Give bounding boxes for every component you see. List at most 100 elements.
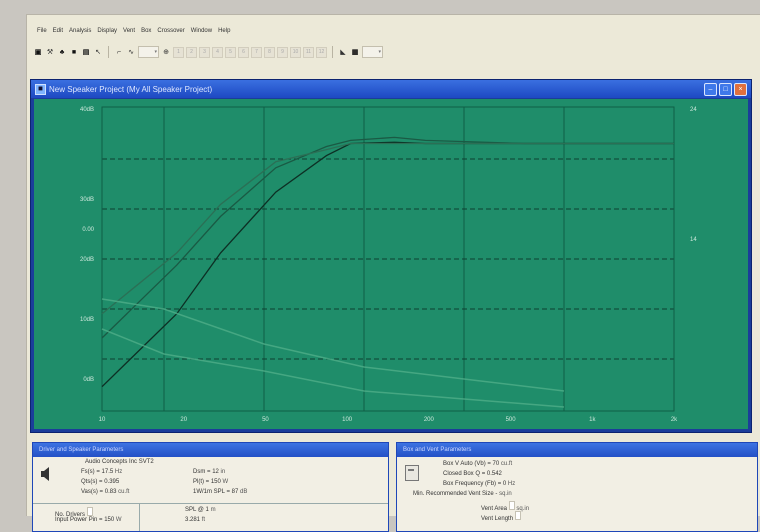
driver-panel-title: Driver and Speaker Parameters (33, 443, 388, 457)
dsm-label: Dsm = (193, 469, 211, 475)
plot-svg: 40dB 30dB 0.00 20dB 10dB 0dB 24 14 10 20 50 100 200 5… (34, 99, 748, 429)
left-tick-label: 40dB (80, 107, 94, 113)
toolbar-button-11[interactable]: 11 (303, 46, 314, 58)
response-curve-2 (101, 136, 674, 339)
toolbar-button-9[interactable]: 9 (277, 46, 288, 58)
vent-area-row: Vent Area sq.in (481, 501, 529, 512)
box-frequency-unit: Hz (507, 481, 516, 487)
toolbar-button-7[interactable]: 7 (251, 46, 262, 58)
curve-icon[interactable]: ∿ (128, 49, 134, 56)
falling-curve-2 (101, 328, 565, 408)
speaker-icon[interactable]: ♣ (59, 48, 65, 56)
spl-row: 1W/1m SPL = 87 dB (193, 489, 247, 495)
menu-crossover[interactable]: Crossover (157, 27, 185, 34)
qts-label: Qts(s) = (81, 479, 103, 485)
menu-vent[interactable]: Vent (123, 27, 136, 34)
box-volume-value[interactable]: (Vb) = 70 (474, 461, 500, 467)
speaker-icon (41, 467, 49, 481)
vas-label: Vas(s) = (81, 489, 104, 495)
app-icon: ◼ (35, 84, 46, 95)
menu-edit[interactable]: Edit (52, 27, 64, 34)
left-tick-label: 10dB (80, 317, 94, 323)
closed-box-q-row: Closed Box Q = 0.542 (443, 471, 502, 477)
menu-window[interactable]: Window (190, 27, 213, 34)
x-tick-label: 500 (506, 417, 517, 423)
driver-panel: Driver and Speaker Parameters Audio Conc… (32, 442, 389, 532)
toolbar-button-2[interactable]: 2 (186, 46, 197, 58)
menu-file[interactable]: File (37, 27, 47, 34)
vent-length-field[interactable] (514, 511, 521, 520)
left-tick-label: 30dB (80, 197, 94, 203)
toolbar-button-4[interactable]: 4 (212, 46, 223, 58)
print-icon[interactable]: ▤ (82, 49, 90, 56)
panel-divider (33, 503, 388, 504)
toolbar-button-6[interactable]: 6 (238, 46, 249, 58)
options-dropdown[interactable]: ▾ (362, 46, 383, 58)
falling-curve-1 (101, 298, 565, 392)
toolbar-button-5[interactable]: 5 (225, 46, 236, 58)
dropdown-select[interactable]: ▾ (138, 46, 159, 58)
spl-value[interactable]: 87 (231, 489, 239, 495)
box-frequency-label: Box Frequency (443, 481, 484, 487)
closed-box-q-label: Closed Box Q (443, 471, 481, 477)
toolbar-button-10[interactable]: 10 (290, 46, 301, 58)
vent-area-unit: sq.in (516, 506, 530, 512)
box-frequency-value[interactable]: (Fb) = 0 (485, 481, 507, 487)
save-icon[interactable]: ■ (71, 48, 77, 56)
vent-length-row: Vent Length (481, 511, 521, 522)
menu-box[interactable]: Box (141, 27, 152, 34)
vas-value[interactable]: 0.83 (104, 489, 117, 495)
qts-value[interactable]: 0.395 (104, 479, 120, 485)
x-tick-label: 1k (589, 417, 596, 423)
spl-distance-ft-row: 3.281 ft (185, 517, 205, 523)
menu-display[interactable]: Display (97, 27, 118, 34)
left-tick-label: 0.00 (82, 227, 94, 233)
input-power-label: Input Power (55, 517, 88, 523)
dsm-row: Dsm = 12 in (193, 469, 225, 475)
graph-window: ◼ New Speaker Project (My All Speaker Pr… (30, 79, 752, 433)
dsm-value[interactable]: 12 (212, 469, 219, 475)
min-vent-value[interactable]: - (495, 491, 498, 497)
x-tick-label: 2k (671, 417, 678, 423)
input-power-value[interactable]: Pin = 150 (88, 517, 115, 523)
cursor-icon[interactable]: ↖ (95, 49, 101, 56)
vent-area-label: Vent Area (481, 506, 508, 512)
fs-label: Fs(s) = (81, 469, 100, 475)
chart-icon[interactable]: ◣ (340, 49, 346, 56)
spl-distance-label: SPL @ 1 (185, 507, 209, 513)
menu-analysis[interactable]: Analysis (69, 27, 92, 34)
right-tick-label: 14 (690, 237, 697, 243)
new-file-icon[interactable]: ▣ (34, 49, 42, 56)
graph-title: New Speaker Project (My All Speaker Proj… (49, 84, 213, 94)
spl-label: 1W/1m SPL = (193, 489, 230, 495)
fs-unit: Hz (114, 469, 123, 475)
toolbar-button-12[interactable]: 12 (316, 46, 327, 58)
spl-unit: dB (240, 489, 248, 495)
toolbar-button-1[interactable]: 1 (173, 46, 184, 58)
toolbar-separator (108, 46, 109, 58)
graph-title-bar[interactable]: ◼ New Speaker Project (My All Speaker Pr… (31, 80, 751, 98)
toolbar-button-3[interactable]: 3 (199, 46, 210, 58)
x-tick-label: 10 (99, 417, 106, 423)
toolbar: ▣ ⚒ ♣ ■ ▤ ↖ ⌐ ∿ ▾ ⊕ 1 2 3 4 5 6 7 8 9 10… (33, 43, 753, 61)
input-power-row: Input Power Pin = 150 W (55, 517, 122, 523)
box-panel: Box and Vent Parameters Box V Auto (Vb) … (396, 442, 758, 532)
vent-area-field[interactable] (508, 501, 515, 510)
vas-unit: cu.ft (118, 489, 130, 495)
closed-box-q-value[interactable]: = 0.542 (481, 471, 502, 477)
box-icon (405, 465, 419, 481)
pl-value[interactable]: 150 (210, 479, 221, 485)
close-icon[interactable]: × (734, 83, 747, 96)
wand-icon[interactable]: ⚒ (46, 49, 54, 56)
toolbar-button-8[interactable]: 8 (264, 46, 275, 58)
minimize-icon[interactable]: – (704, 83, 717, 96)
line-icon[interactable]: ⌐ (116, 48, 122, 56)
zoom-icon[interactable]: ⊕ (163, 49, 169, 56)
menu-help[interactable]: Help (218, 27, 231, 34)
grid-icon[interactable]: ▦ (351, 49, 359, 56)
vas-row: Vas(s) = 0.83 cu.ft (81, 489, 129, 495)
maximize-icon[interactable]: □ (719, 83, 732, 96)
response-curve-3 (101, 142, 674, 315)
fs-value[interactable]: 17.5 (101, 469, 114, 475)
spl-distance-ft-value[interactable]: 3.281 (185, 517, 201, 523)
